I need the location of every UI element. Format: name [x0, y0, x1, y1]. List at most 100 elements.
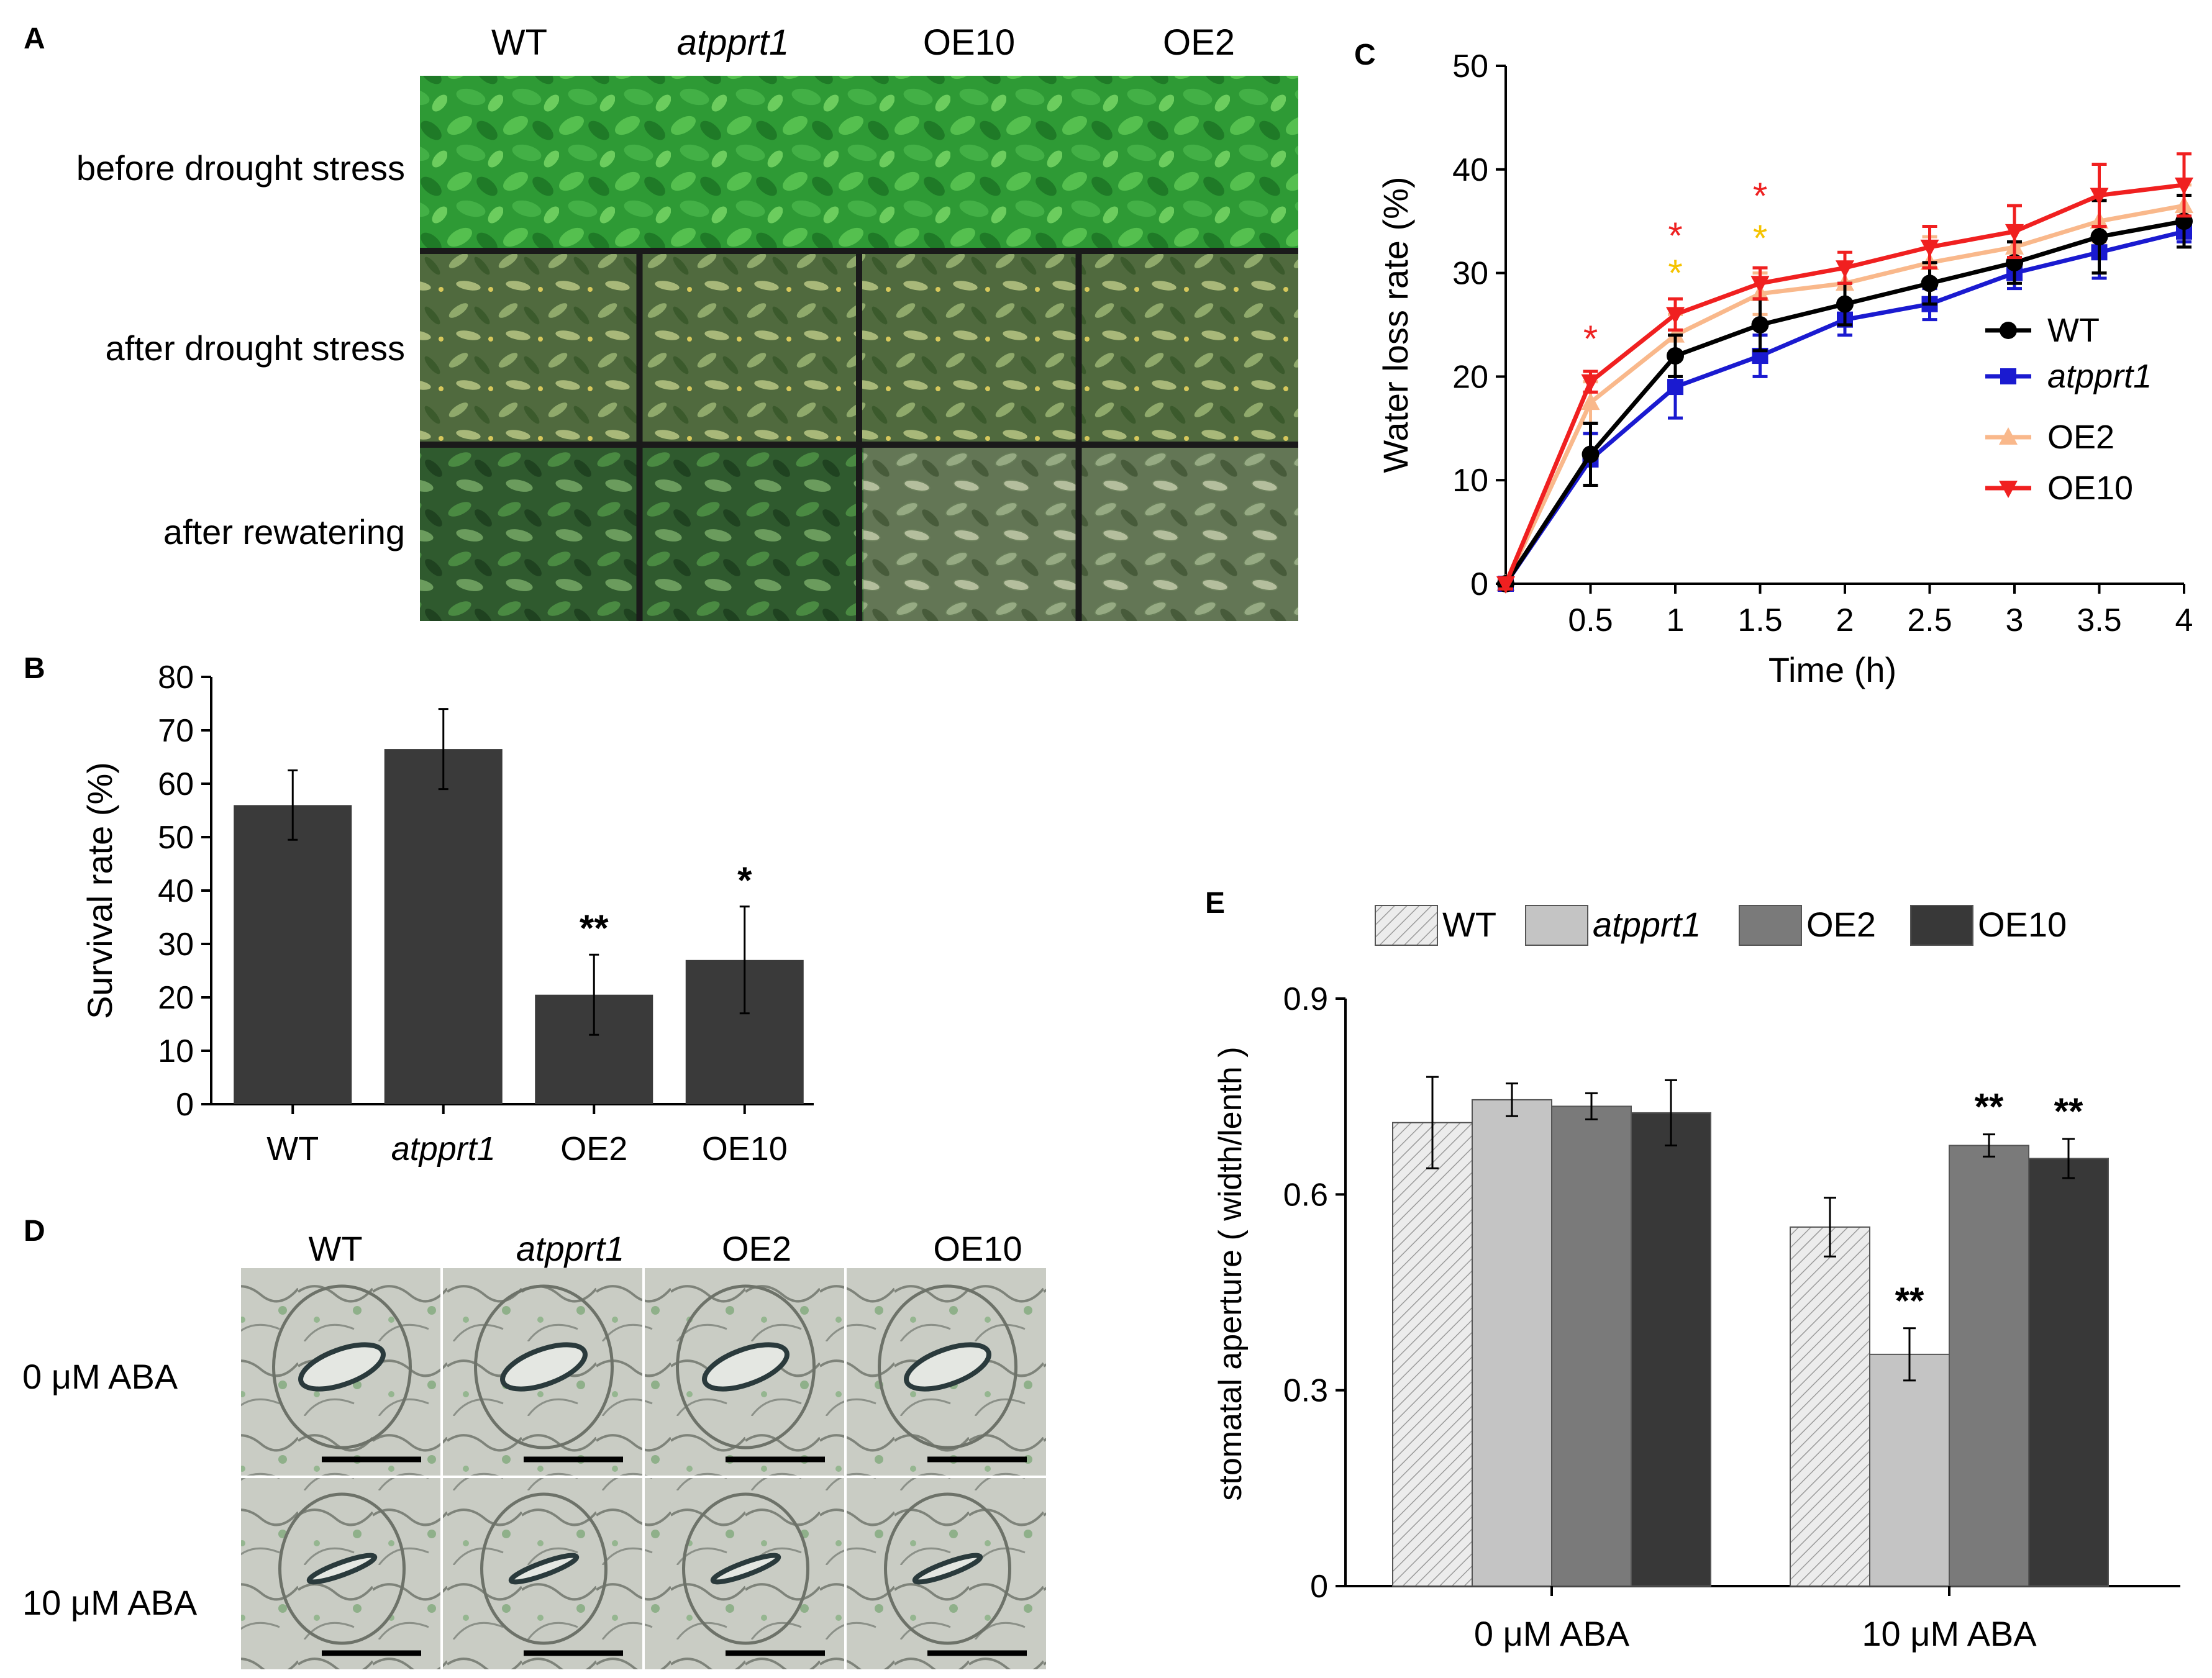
panel-d-stomata-grid: WT atpprt1 OE2 OE10 0 μM ABA 10 μM ABA [22, 1229, 1046, 1669]
stoma-pore [912, 1553, 983, 1585]
stoma-pore [306, 1553, 378, 1585]
panel-a-labels: WT atpprt1 OE10 OE2 before drought stress aft… [76, 22, 1235, 551]
stoma-pore [702, 1342, 790, 1392]
significance-star-yellow: * [1668, 252, 1682, 294]
bar-atpprt1-1 [1869, 1353, 1950, 1587]
y-axis-title: stomatal aperture ( width/lenth ) [1213, 1046, 1249, 1500]
guard-cell-outline [676, 1284, 816, 1449]
panel-label-e: E [1205, 887, 1225, 920]
bar-OE2-1 [1949, 1145, 2029, 1587]
legend-swatch-atpprt1 [1525, 905, 1588, 946]
column-label: OE2 [1163, 22, 1235, 63]
water-loss-chart: 0 10 20 30 40 50 0.5 1 1.5 2 2.5 3 3.5 4 Time (h) Water… [1376, 48, 2193, 689]
panel-label-d: D [24, 1215, 45, 1248]
x-tick-label: 3 [2006, 602, 2024, 638]
y-tick-label: 70 [158, 713, 194, 749]
bar-OE10-1 [2028, 1158, 2109, 1587]
stoma-pore [500, 1342, 588, 1392]
stoma-pore [298, 1342, 386, 1392]
legend-marker [1999, 481, 2018, 498]
x-tick-label: atpprt1 [391, 1130, 496, 1168]
column-label: atpprt1 [516, 1229, 624, 1268]
bar-atpprt1-0 [1472, 1099, 1552, 1587]
row-label: before drought stress [76, 148, 405, 188]
legend-label: atpprt1 [2047, 358, 2152, 395]
guard-cell-outline [878, 1284, 1017, 1449]
x-axis-title: Time (h) [1768, 650, 1896, 689]
column-label: WT [308, 1229, 362, 1268]
legend-swatch-OE2 [1739, 905, 1802, 946]
data-point [1836, 295, 1854, 313]
data-point [1667, 347, 1684, 365]
panel-label-a: A [24, 22, 45, 55]
y-tick-label: 40 [1452, 152, 1488, 188]
x-tick-label: 2 [1836, 602, 1854, 638]
stoma-pore [508, 1553, 580, 1585]
significance-star-red: * [1753, 175, 1767, 217]
y-tick-label: 10 [158, 1033, 194, 1069]
y-tick-label: 20 [1452, 359, 1488, 395]
guard-cell-outline [884, 1492, 1011, 1645]
x-tick-label: 10 μM ABA [1862, 1614, 2037, 1653]
column-label: WT [491, 22, 547, 63]
data-point [1750, 276, 1770, 294]
legend-label: WT [1442, 905, 1496, 944]
significance-mark: * [737, 859, 752, 901]
y-tick-label: 0.3 [1283, 1373, 1328, 1409]
y-tick-label: 30 [1452, 256, 1488, 292]
y-tick-label: 0 [1470, 566, 1488, 602]
bar-OE10-0 [1631, 1112, 1711, 1587]
row-label: after drought stress [106, 329, 405, 368]
data-point [1751, 316, 1769, 333]
row-label: 10 μM ABA [22, 1583, 198, 1622]
panel-label-c: C [1354, 39, 1376, 71]
column-label: atpprt1 [677, 22, 790, 63]
data-point [2090, 188, 2109, 206]
significance-mark: ** [1975, 1086, 2004, 1128]
x-tick-label: OE2 [560, 1130, 627, 1168]
survival-rate-chart: 0 10 20 30 40 50 60 70 80 Survival rate (%) WT atpp… [80, 660, 814, 1168]
bar-WT-1 [1790, 1226, 1870, 1587]
significance-star-yellow: * [1753, 217, 1767, 259]
guard-cell-outline [682, 1492, 809, 1645]
row-label: 0 μM ABA [22, 1357, 178, 1396]
data-point [2005, 224, 2024, 242]
x-tick-label: 2.5 [1907, 602, 1952, 638]
y-tick-label: 60 [158, 766, 194, 802]
data-point [1667, 379, 1683, 396]
data-point [1666, 307, 1685, 325]
guard-cell-outline [474, 1284, 614, 1449]
data-point [1581, 392, 1600, 410]
x-tick-label: 3.5 [2077, 602, 2121, 638]
data-point [1496, 576, 1515, 594]
legend-swatch-WT [1375, 905, 1438, 946]
bar-WT-0 [1392, 1122, 1473, 1587]
panel-a-photo-grid [420, 76, 1298, 621]
significance-mark: ** [2054, 1091, 2083, 1132]
guard-cell-outline [480, 1492, 608, 1645]
legend-label: OE2 [1806, 905, 1876, 944]
x-tick-label: 0.5 [1568, 602, 1613, 638]
x-tick-label: WT [266, 1130, 319, 1168]
y-tick-label: 40 [158, 873, 194, 909]
column-label: OE2 [722, 1229, 791, 1268]
y-tick-label: 50 [1452, 48, 1488, 84]
guard-cell-outline [278, 1492, 406, 1645]
legend-swatch-OE10 [1910, 905, 1973, 946]
data-point [1921, 274, 1939, 293]
legend-marker [2000, 322, 2017, 339]
significance-mark: ** [580, 907, 609, 949]
x-tick-label: OE10 [702, 1130, 788, 1168]
data-point [1920, 239, 1939, 257]
legend-label: atpprt1 [1593, 905, 1701, 944]
x-tick-label: 0 μM ABA [1474, 1614, 1630, 1653]
y-tick-label: 50 [158, 820, 194, 856]
bar-OE2-0 [1551, 1105, 1632, 1587]
y-tick-label: 10 [1452, 463, 1488, 499]
data-point [1581, 374, 1600, 392]
data-point [2175, 177, 2193, 195]
y-tick-label: 80 [158, 660, 194, 696]
bar-atpprt1 [384, 749, 503, 1104]
legend-marker [2000, 368, 2016, 384]
